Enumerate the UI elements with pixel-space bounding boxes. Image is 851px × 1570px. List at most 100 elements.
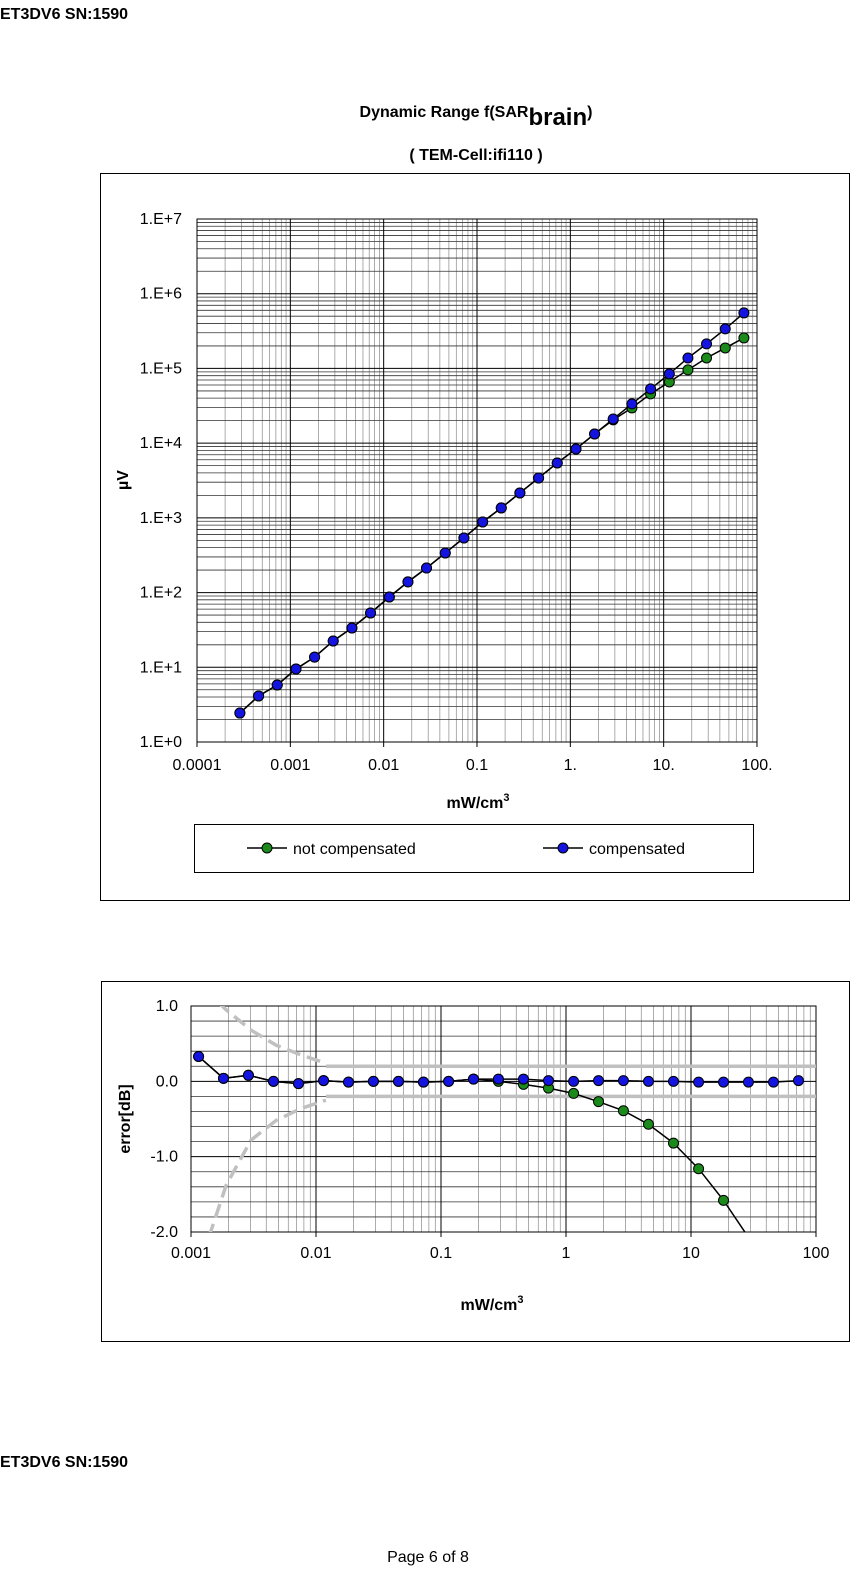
data-point bbox=[242, 1069, 254, 1081]
x-axis-label-superscript: 3 bbox=[503, 792, 509, 804]
data-point bbox=[514, 487, 526, 499]
data-point bbox=[383, 591, 395, 603]
y-tick-label: 1.E+1 bbox=[140, 659, 182, 676]
data-point bbox=[468, 1073, 480, 1085]
data-point bbox=[551, 457, 563, 469]
data-point bbox=[693, 1163, 705, 1175]
x-tick-label: 1. bbox=[564, 757, 577, 774]
data-point bbox=[346, 622, 358, 634]
legend-marker bbox=[261, 842, 273, 854]
data-point bbox=[607, 413, 619, 425]
data-point bbox=[517, 1073, 529, 1085]
x-axis-label-text: mW/cm bbox=[460, 1297, 517, 1314]
data-point bbox=[542, 1075, 554, 1087]
data-point bbox=[492, 1073, 504, 1085]
data-point bbox=[392, 1075, 404, 1087]
data-point bbox=[365, 607, 377, 619]
data-point bbox=[682, 352, 694, 364]
data-point bbox=[218, 1072, 230, 1084]
data-point bbox=[477, 516, 489, 528]
y-tick-label: 1.E+2 bbox=[140, 585, 182, 602]
data-point bbox=[443, 1075, 455, 1087]
data-point bbox=[701, 338, 713, 350]
x-tick-label: 0.001 bbox=[171, 1245, 211, 1262]
data-point bbox=[495, 502, 507, 514]
x-tick-label: 0.1 bbox=[466, 757, 488, 774]
data-point bbox=[718, 1076, 730, 1088]
data-point bbox=[589, 428, 601, 440]
data-point bbox=[367, 1075, 379, 1087]
plot-border bbox=[196, 218, 758, 743]
data-point bbox=[193, 1050, 205, 1062]
x-tick-label: 0.01 bbox=[368, 757, 399, 774]
data-point bbox=[626, 398, 638, 410]
data-point bbox=[642, 1075, 654, 1087]
data-point bbox=[663, 368, 675, 380]
data-point bbox=[343, 1076, 355, 1088]
title-subscript: brain bbox=[528, 104, 587, 131]
y-tick-label: 1.0 bbox=[156, 998, 178, 1015]
y-axis-label: µV bbox=[115, 470, 132, 490]
chart-subtitle: ( TEM-Cell:ifi110 ) bbox=[409, 147, 542, 164]
y-tick-label: 1.E+0 bbox=[140, 734, 182, 751]
data-point bbox=[738, 332, 750, 344]
data-point bbox=[667, 1137, 679, 1149]
data-point bbox=[767, 1076, 779, 1088]
data-point bbox=[533, 472, 545, 484]
legend-label: compensated bbox=[589, 841, 685, 858]
plot-series bbox=[234, 307, 750, 719]
data-point bbox=[458, 532, 470, 544]
x-tick-label: 0.1 bbox=[430, 1245, 452, 1262]
y-axis-label: error[dB] bbox=[117, 1084, 134, 1153]
legend-box bbox=[194, 824, 754, 873]
x-tick-label: 100. bbox=[741, 757, 772, 774]
chart-title: Dynamic Range f(SARbrain) bbox=[360, 104, 593, 131]
data-point bbox=[253, 690, 265, 702]
series-line bbox=[219, 1006, 327, 1065]
data-point bbox=[719, 342, 731, 354]
plot-area bbox=[191, 1006, 816, 1232]
chart-frame bbox=[100, 173, 850, 901]
data-point bbox=[701, 352, 713, 364]
data-point bbox=[593, 1096, 605, 1108]
x-tick-label: 1 bbox=[562, 1245, 571, 1262]
x-axis-label: mW/cm3 bbox=[460, 1294, 523, 1314]
title-main: Dynamic Range f(SAR bbox=[360, 104, 529, 121]
data-point bbox=[617, 1075, 629, 1087]
data-point bbox=[792, 1075, 804, 1087]
y-tick-label: 1.E+3 bbox=[140, 510, 182, 527]
data-point bbox=[718, 1194, 730, 1206]
y-tick-label: 0.0 bbox=[156, 1073, 178, 1090]
data-point bbox=[642, 1118, 654, 1130]
data-point bbox=[271, 679, 283, 691]
data-point bbox=[682, 364, 694, 376]
data-point bbox=[570, 443, 582, 455]
plot-border bbox=[190, 1005, 817, 1233]
data-point bbox=[667, 1075, 679, 1087]
x-tick-label: 10 bbox=[682, 1245, 700, 1262]
data-point bbox=[645, 383, 657, 395]
data-point bbox=[719, 323, 731, 335]
data-point bbox=[439, 547, 451, 559]
data-point bbox=[738, 307, 750, 319]
series-line bbox=[239, 312, 745, 714]
data-point bbox=[421, 562, 433, 574]
data-point bbox=[417, 1076, 429, 1088]
data-point bbox=[746, 1231, 750, 1232]
data-point bbox=[318, 1075, 330, 1087]
header: ET3DV6 SN:1590 bbox=[0, 6, 128, 23]
data-point bbox=[568, 1087, 580, 1099]
y-tick-label: -2.0 bbox=[150, 1224, 178, 1241]
series-line bbox=[208, 1098, 327, 1232]
y-tick-label: 1.E+7 bbox=[140, 211, 182, 228]
data-point bbox=[617, 1105, 629, 1117]
x-axis-label: mW/cm3 bbox=[446, 792, 509, 812]
x-tick-label: 0.001 bbox=[270, 757, 310, 774]
x-axis-label-superscript: 3 bbox=[517, 1294, 523, 1306]
y-tick-label: -1.0 bbox=[150, 1149, 178, 1166]
data-point bbox=[234, 707, 246, 719]
x-axis-label-text: mW/cm bbox=[446, 795, 503, 812]
